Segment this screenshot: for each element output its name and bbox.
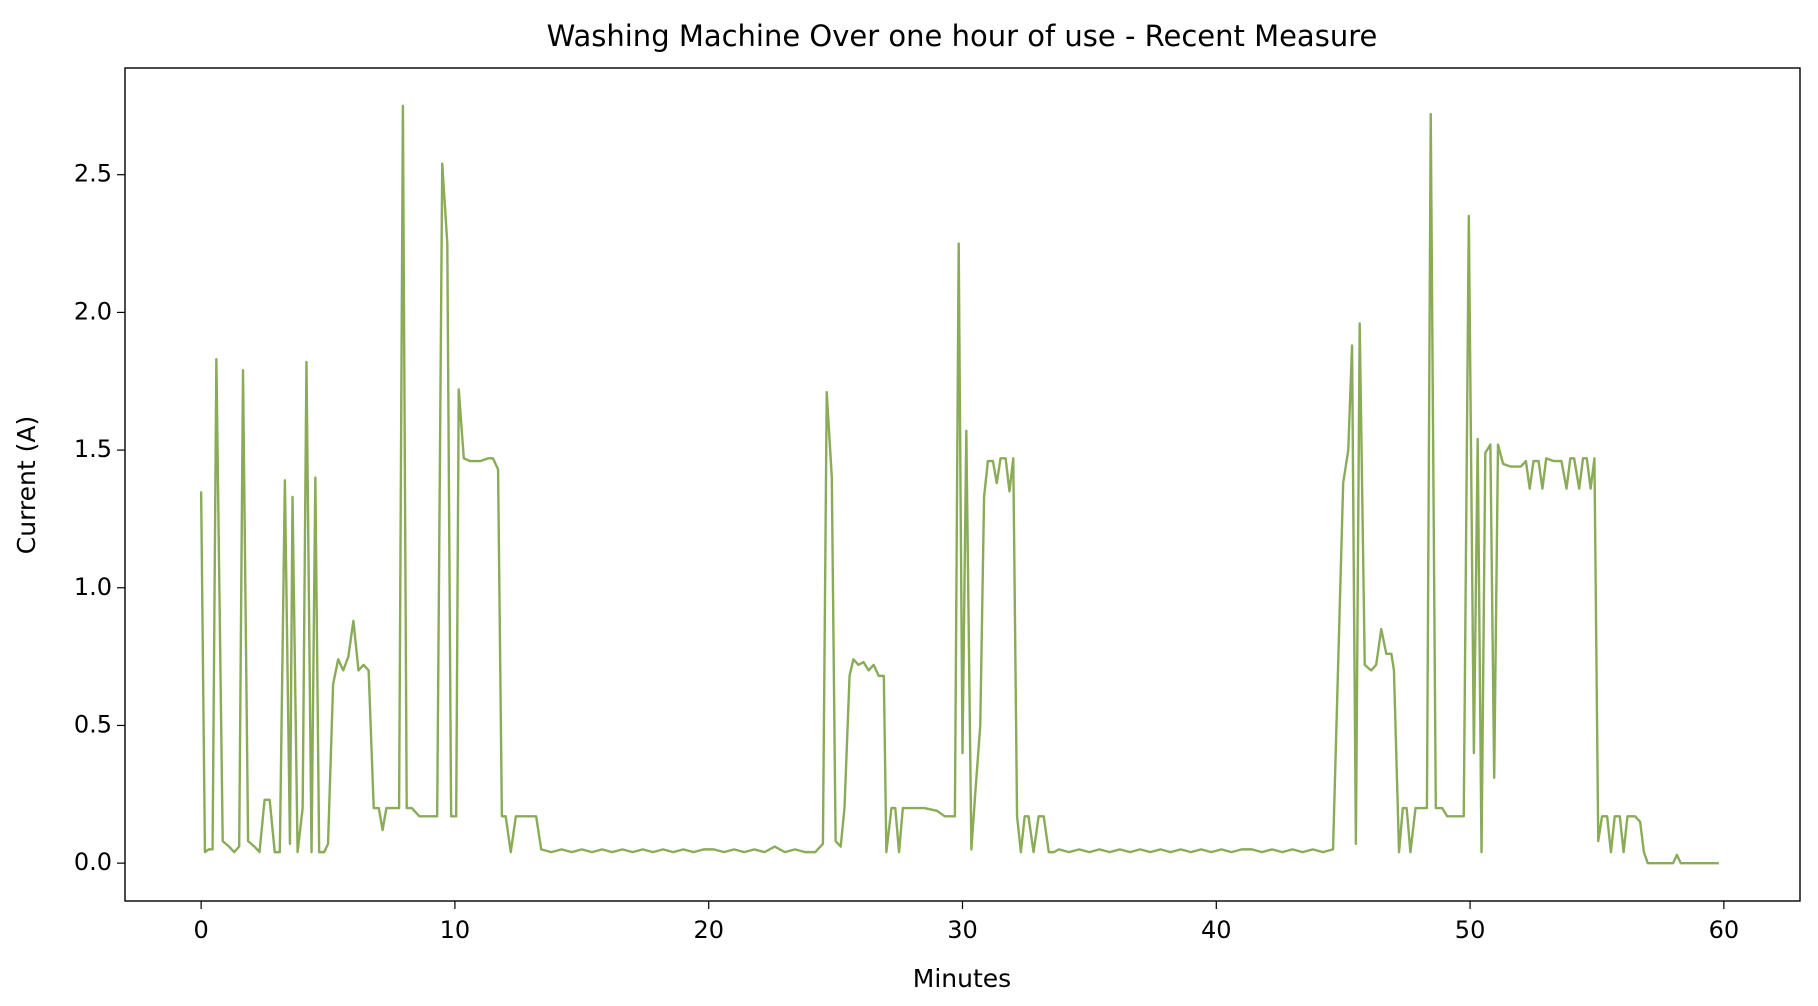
x-tick-label: 40 [1201, 916, 1232, 944]
y-tick-label: 0.5 [74, 710, 112, 738]
plot-frame [124, 67, 1801, 902]
y-tick-label: 0.0 [74, 848, 112, 876]
x-tick-label: 60 [1709, 916, 1740, 944]
y-axis-label: Current (A) [12, 416, 41, 554]
y-tick-label: 2.5 [74, 160, 112, 188]
x-tick-label: 10 [440, 916, 471, 944]
x-tick-label: 20 [693, 916, 724, 944]
chart-title: Washing Machine Over one hour of use - R… [547, 19, 1378, 53]
x-axis-label: Minutes [913, 964, 1011, 993]
y-tick-label: 1.0 [74, 573, 112, 601]
x-tick-label: 0 [193, 916, 208, 944]
y-tick-label: 2.0 [74, 297, 112, 325]
data-line [199, 104, 1719, 865]
x-tick-label: 30 [947, 916, 978, 944]
x-tick-label: 50 [1455, 916, 1486, 944]
y-tick-label: 1.5 [74, 435, 112, 463]
